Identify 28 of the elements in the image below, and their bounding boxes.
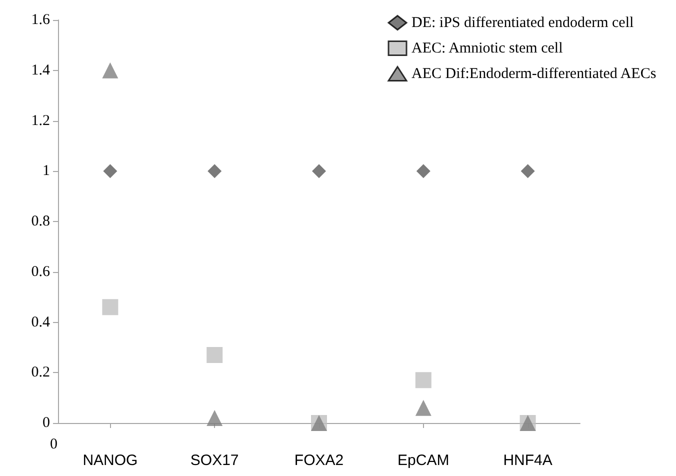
y-tick-label: 1.2 [31, 112, 50, 129]
point [520, 164, 535, 178]
point [102, 62, 118, 78]
x-tick-label: EpCAM [398, 452, 450, 469]
legend-label: AEC: Amniotic stem cell [412, 40, 563, 56]
x-tick-label: NANOG [82, 452, 138, 469]
y-tick-label: 1 [42, 163, 50, 180]
y-tick-label: 0.2 [31, 364, 50, 381]
point [102, 299, 118, 316]
y-tick-label: 0.8 [31, 214, 50, 230]
point [415, 400, 432, 416]
point [206, 410, 223, 426]
y-tick-label: 0.6 [31, 264, 50, 280]
y-tick-label: 0.4 [31, 314, 50, 330]
y-tick-label: 1.6 [31, 12, 50, 28]
y-tick-label: 0 [42, 415, 50, 431]
x-tick-label: SOX17 [190, 452, 239, 469]
point [415, 372, 432, 388]
y-tick-label: 1.4 [31, 62, 50, 78]
point [206, 346, 223, 363]
point [312, 164, 326, 178]
x-tick-label: FOXA2 [294, 452, 344, 469]
legend-label: AEC Dif:Endoderm-differentiated AECs [412, 66, 656, 82]
x-tick-label: HNF4A [503, 452, 552, 469]
legend-label: DE: iPS differentiated endoderm cell [412, 14, 634, 31]
point [208, 164, 222, 178]
point [103, 164, 118, 178]
point [416, 164, 430, 178]
